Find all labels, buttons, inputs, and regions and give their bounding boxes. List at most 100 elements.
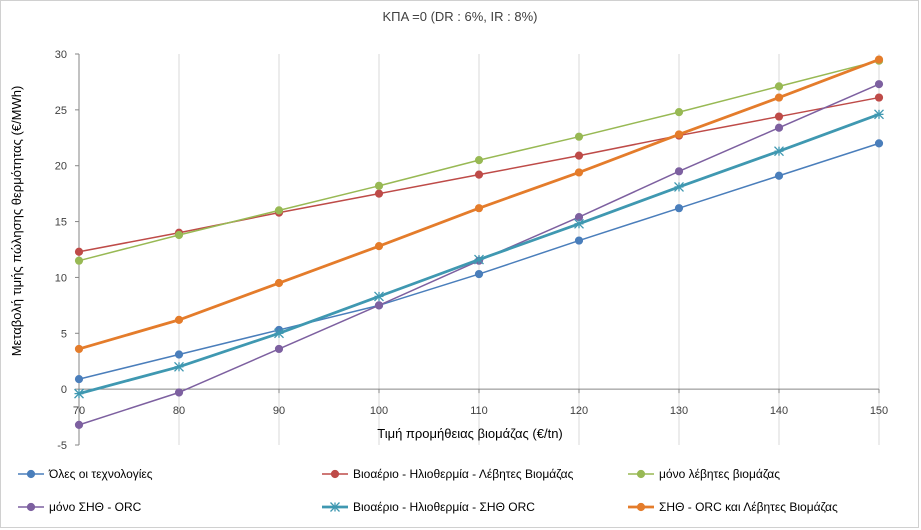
data-point [274,278,284,288]
y-tick-label: -5 [57,440,67,452]
data-point [74,344,84,354]
data-point [374,189,384,198]
series-group [74,55,884,429]
data-point [174,350,184,359]
data-point [574,151,584,160]
data-point [374,181,384,190]
data-point [774,146,784,157]
data-point [674,204,684,213]
series-1 [74,139,884,384]
data-point [174,388,184,397]
y-tick-label: 25 [55,105,67,117]
legend-marker [330,502,340,512]
star-stroke [330,502,340,512]
legend-item-2[interactable]: Βιοαέριο - Ηλιοθερμία - Λέβητες Βιομάζας [322,467,574,481]
legend-marker [636,502,646,512]
data-point [574,218,584,229]
x-tick-label: 90 [273,405,285,417]
legend-label: μόνο λέβητες βιομάζας [659,467,780,481]
legend-item-6[interactable]: ΣΗΘ - ORC και Λέβητες Βιομάζας [628,500,838,514]
data-point [574,168,584,177]
data-point [874,109,884,120]
data-point [574,236,584,245]
x-tick-label: 150 [870,405,888,417]
y-tick-label: 30 [55,49,67,61]
data-point [274,344,284,354]
data-point [74,256,84,265]
legend-label: μόνο ΣΗΘ - ORC [49,500,142,514]
legend-item-3[interactable]: μόνο λέβητες βιομάζας [628,467,780,481]
x-tick-label: 110 [470,405,488,417]
star-stroke [674,181,684,192]
x-axis-label: Τιμή προμήθειας βιομάζας (€/tn) [377,426,563,441]
data-point [674,130,684,139]
x-tick-label: 100 [370,405,388,417]
x-tick-label: 80 [173,405,185,417]
legend-marker [330,469,340,479]
legend-label: Όλες οι τεχνολογίες [48,467,153,481]
data-point [774,112,784,121]
star-stroke [374,291,384,302]
data-point [474,254,484,265]
data-point [74,420,84,429]
y-tick-label: 15 [55,217,67,229]
data-point [374,301,384,310]
y-axis-label: Μεταβολή τιμής πώλησης θερμότητας (€/MWh… [9,86,24,357]
data-point [774,93,784,102]
data-point [174,230,184,240]
star-stroke [174,361,184,372]
y-tick-label: 5 [61,328,67,340]
series-5 [74,109,884,399]
star-stroke [874,109,884,120]
data-point [274,328,284,339]
chart-title: ΚΠΑ =0 (DR : 6%, IR : 8%) [383,9,538,24]
legend: Όλες οι τεχνολογίες Βιοαέριο - Ηλιοθερμία… [18,467,838,514]
legend-item-1[interactable]: Όλες οι τεχνολογίες [18,467,153,481]
legend-marker [26,469,36,479]
y-tick-label: 0 [61,384,67,396]
data-point [74,388,84,399]
star-stroke [74,388,84,399]
data-point [674,181,684,192]
data-point [874,55,884,64]
data-point [74,247,84,256]
x-tick-label: 70 [73,405,85,417]
data-point [774,82,784,91]
grid [78,54,880,445]
data-point [174,361,184,372]
star-stroke [274,328,284,339]
data-point [574,132,584,141]
x-tick-label: 140 [770,405,788,417]
star-stroke [474,254,484,265]
data-point [474,204,484,213]
data-point [774,171,784,180]
data-point [174,315,184,324]
y-tick-label: 10 [55,272,67,284]
x-tick-label: 130 [670,405,688,417]
x-tick-label: 120 [570,405,588,417]
data-point [474,156,484,165]
data-point [674,167,684,176]
data-point [474,269,484,279]
legend-label: ΣΗΘ - ORC και Λέβητες Βιομάζας [659,500,838,514]
data-point [774,123,784,132]
y-tick-label: 20 [55,161,67,173]
star-stroke [774,146,784,157]
legend-label: Βιοαέριο - Ηλιοθερμία - ΣΗΘ ORC [353,500,535,514]
legend-item-4[interactable]: μόνο ΣΗΘ - ORC [18,500,142,514]
data-point [874,139,884,148]
legend-marker [26,502,36,512]
data-point [874,80,884,89]
legend-item-5[interactable]: Βιοαέριο - Ηλιοθερμία - ΣΗΘ ORC [322,500,535,514]
legend-marker [636,469,646,479]
series-3 [74,56,884,265]
legend-label: Βιοαέριο - Ηλιοθερμία - Λέβητες Βιομάζας [353,467,574,481]
star-stroke [574,218,584,229]
data-point [374,291,384,302]
series-6 [74,55,884,354]
data-point [274,206,284,215]
data-point [474,170,484,179]
data-point [74,374,84,384]
